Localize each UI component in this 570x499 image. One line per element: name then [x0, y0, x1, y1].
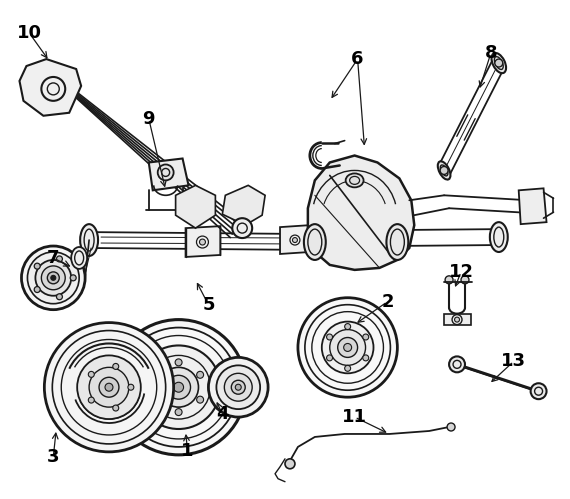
Circle shape: [137, 345, 221, 429]
Circle shape: [38, 74, 68, 104]
Circle shape: [34, 286, 40, 292]
Circle shape: [363, 355, 369, 361]
Polygon shape: [308, 156, 414, 270]
Circle shape: [225, 373, 252, 401]
Circle shape: [128, 384, 134, 390]
Circle shape: [292, 238, 298, 243]
Text: 7: 7: [47, 249, 59, 267]
Circle shape: [166, 375, 190, 399]
Circle shape: [322, 321, 373, 373]
Circle shape: [158, 165, 174, 180]
Circle shape: [233, 218, 252, 238]
Ellipse shape: [386, 224, 408, 260]
Text: 10: 10: [17, 24, 42, 42]
Circle shape: [174, 382, 184, 392]
Circle shape: [44, 80, 62, 98]
Circle shape: [89, 367, 129, 407]
Circle shape: [77, 355, 141, 419]
Circle shape: [197, 371, 203, 378]
Circle shape: [111, 319, 246, 455]
Circle shape: [70, 275, 76, 281]
Text: 3: 3: [47, 448, 59, 466]
Circle shape: [327, 334, 332, 340]
Circle shape: [200, 239, 205, 245]
Circle shape: [175, 409, 182, 416]
Text: 12: 12: [449, 263, 474, 281]
Polygon shape: [186, 226, 221, 257]
Polygon shape: [149, 159, 189, 190]
Circle shape: [235, 384, 241, 390]
Circle shape: [105, 383, 113, 391]
Circle shape: [454, 317, 459, 322]
Circle shape: [113, 363, 119, 369]
Circle shape: [153, 371, 161, 378]
Circle shape: [330, 329, 365, 365]
Circle shape: [285, 459, 295, 469]
Circle shape: [449, 356, 465, 372]
Circle shape: [197, 396, 203, 403]
Ellipse shape: [345, 174, 364, 187]
Text: 11: 11: [342, 408, 367, 426]
Circle shape: [34, 263, 40, 269]
Circle shape: [44, 322, 174, 452]
Polygon shape: [519, 188, 547, 224]
Circle shape: [35, 260, 71, 296]
Ellipse shape: [80, 224, 98, 256]
Circle shape: [363, 334, 369, 340]
Circle shape: [56, 256, 63, 262]
Text: 9: 9: [142, 110, 155, 128]
Circle shape: [447, 423, 455, 431]
Circle shape: [99, 377, 119, 397]
Text: 5: 5: [202, 296, 215, 314]
Polygon shape: [176, 185, 215, 228]
Ellipse shape: [304, 224, 326, 260]
Circle shape: [440, 167, 448, 175]
Circle shape: [47, 272, 59, 284]
Text: 4: 4: [216, 405, 229, 423]
Text: 1: 1: [181, 442, 194, 460]
Circle shape: [337, 337, 357, 357]
Circle shape: [445, 276, 453, 284]
Circle shape: [231, 380, 245, 394]
Circle shape: [345, 365, 351, 371]
Polygon shape: [222, 185, 265, 225]
Text: 8: 8: [484, 44, 497, 62]
Circle shape: [22, 246, 85, 310]
Circle shape: [344, 343, 352, 351]
Circle shape: [56, 294, 63, 300]
Circle shape: [209, 357, 268, 417]
Text: 2: 2: [381, 293, 394, 311]
Circle shape: [113, 405, 119, 411]
Circle shape: [27, 252, 79, 304]
Circle shape: [42, 266, 65, 290]
Circle shape: [298, 298, 397, 397]
Circle shape: [153, 396, 161, 403]
Circle shape: [88, 371, 94, 377]
Ellipse shape: [491, 53, 506, 73]
Circle shape: [461, 276, 469, 284]
Ellipse shape: [490, 222, 508, 252]
Polygon shape: [19, 59, 81, 116]
Circle shape: [345, 323, 351, 329]
Circle shape: [158, 367, 198, 407]
Ellipse shape: [438, 161, 450, 180]
Circle shape: [51, 275, 56, 280]
Text: 13: 13: [501, 352, 526, 370]
Circle shape: [327, 355, 332, 361]
Polygon shape: [280, 225, 310, 254]
Circle shape: [50, 85, 57, 93]
Circle shape: [495, 59, 503, 67]
Text: 6: 6: [351, 50, 364, 68]
Ellipse shape: [71, 247, 87, 269]
Circle shape: [217, 365, 260, 409]
Polygon shape: [444, 314, 471, 324]
Circle shape: [88, 397, 94, 403]
Circle shape: [175, 359, 182, 366]
Circle shape: [531, 383, 547, 399]
